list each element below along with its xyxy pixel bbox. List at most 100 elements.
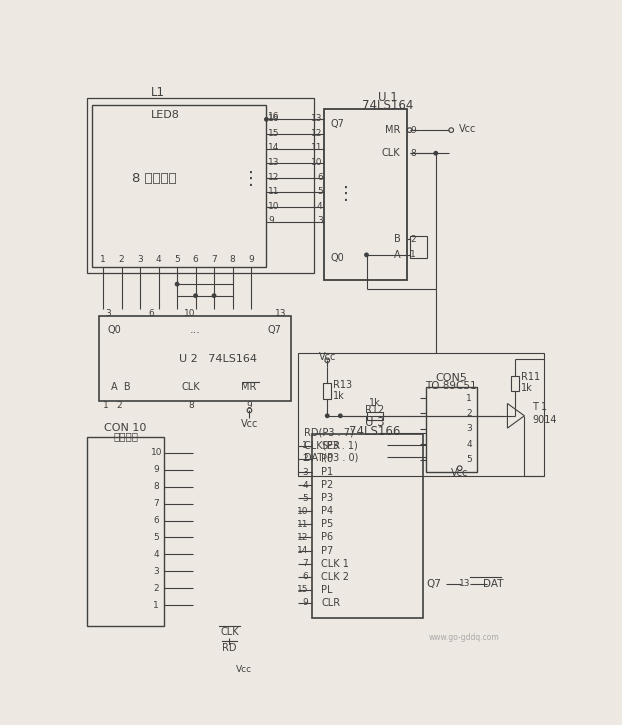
Circle shape [365, 253, 368, 257]
Text: CLK 1: CLK 1 [321, 559, 349, 568]
Text: Q0: Q0 [330, 253, 344, 263]
Text: 10: 10 [268, 202, 279, 211]
Text: R11: R11 [521, 373, 541, 382]
Text: 2: 2 [154, 584, 159, 593]
Text: 6: 6 [154, 516, 159, 525]
Text: 3: 3 [466, 424, 472, 434]
Text: P4: P4 [321, 506, 333, 516]
Circle shape [265, 117, 268, 121]
Text: 9014: 9014 [532, 415, 557, 426]
Text: 6: 6 [302, 572, 308, 581]
Text: 74LS164: 74LS164 [363, 99, 414, 112]
Text: 2: 2 [119, 255, 124, 264]
Text: 11: 11 [297, 520, 308, 529]
Text: 8: 8 [230, 255, 235, 264]
Text: P7: P7 [321, 545, 333, 555]
Text: 9: 9 [302, 598, 308, 608]
Text: 14: 14 [297, 546, 308, 555]
Text: L1: L1 [151, 86, 165, 99]
Circle shape [212, 294, 216, 297]
Text: P6: P6 [321, 532, 333, 542]
Text: 5: 5 [302, 494, 308, 502]
Bar [87, 437, 164, 626]
Text: 2: 2 [411, 235, 416, 244]
Text: 5: 5 [174, 255, 180, 264]
Circle shape [175, 283, 179, 286]
Text: 16: 16 [268, 112, 279, 121]
Text: Vcc: Vcc [318, 352, 336, 362]
Text: Q0: Q0 [108, 326, 121, 336]
Text: 2: 2 [466, 409, 471, 418]
Text: 1k: 1k [521, 383, 533, 393]
Text: R12: R12 [365, 405, 384, 415]
Text: 1: 1 [411, 250, 416, 260]
Text: 4: 4 [302, 481, 308, 489]
Text: 2: 2 [302, 455, 308, 463]
Text: 3: 3 [317, 217, 323, 225]
Text: 7: 7 [154, 499, 159, 508]
Text: 12: 12 [297, 533, 308, 542]
Bar [426, 387, 476, 472]
Text: 10: 10 [151, 448, 162, 457]
Text: MR: MR [241, 382, 256, 392]
Text: 8: 8 [154, 482, 159, 491]
Text: 6: 6 [317, 173, 323, 181]
Bar [324, 109, 407, 280]
Text: 7: 7 [302, 559, 308, 568]
Text: U 3: U 3 [365, 416, 385, 429]
Text: 9: 9 [248, 255, 254, 264]
Text: 8 位数码管: 8 位数码管 [132, 172, 176, 185]
Text: DAT: DAT [483, 579, 504, 589]
Text: 9: 9 [154, 465, 159, 474]
Bar [87, 98, 314, 273]
Bar [366, 412, 383, 420]
Text: RD(P3 . 7): RD(P3 . 7) [304, 428, 354, 438]
Text: 5: 5 [317, 187, 323, 196]
Text: 16: 16 [268, 114, 279, 123]
Text: ⋮: ⋮ [242, 170, 260, 188]
Text: 15: 15 [297, 585, 308, 594]
Circle shape [325, 414, 329, 418]
Bar [312, 434, 424, 618]
Text: CLK: CLK [182, 382, 200, 392]
Text: DAT(P3 . 0): DAT(P3 . 0) [304, 452, 358, 463]
Text: 3: 3 [137, 255, 143, 264]
Text: Vcc: Vcc [451, 468, 468, 478]
Text: 7: 7 [211, 255, 217, 264]
Text: 5: 5 [154, 533, 159, 542]
Text: 12: 12 [268, 173, 279, 181]
Text: A: A [394, 250, 401, 260]
Text: 74LS166: 74LS166 [350, 425, 401, 438]
Text: 13: 13 [458, 579, 470, 588]
Text: ...: ... [189, 326, 200, 336]
Text: 2: 2 [116, 400, 122, 410]
Text: 9: 9 [411, 125, 416, 135]
Text: SER: SER [321, 441, 340, 451]
Bar [511, 376, 519, 392]
Text: 6: 6 [148, 309, 154, 318]
Circle shape [434, 152, 437, 155]
Text: 13: 13 [274, 309, 286, 318]
Text: RD: RD [222, 642, 237, 652]
Text: 10: 10 [311, 158, 323, 167]
Text: R13: R13 [333, 380, 353, 390]
Text: CLK: CLK [220, 627, 239, 637]
Text: CLK: CLK [382, 148, 401, 158]
Text: Vcc: Vcc [241, 419, 258, 429]
Text: 4: 4 [466, 440, 471, 449]
Text: Q7: Q7 [268, 326, 282, 336]
Text: 10: 10 [183, 309, 195, 318]
Bar [410, 236, 427, 258]
Text: P1: P1 [321, 467, 333, 477]
Text: ⋮: ⋮ [337, 185, 355, 203]
Text: 1: 1 [103, 400, 109, 410]
Text: P2: P2 [321, 480, 333, 490]
Text: 4: 4 [317, 202, 323, 211]
Text: 9: 9 [268, 217, 274, 225]
Bar [93, 105, 266, 268]
Text: 4: 4 [154, 550, 159, 559]
Text: 12: 12 [311, 129, 323, 138]
Text: 1k: 1k [369, 398, 381, 407]
Text: A  B: A B [111, 382, 131, 392]
Text: 11: 11 [311, 144, 323, 152]
